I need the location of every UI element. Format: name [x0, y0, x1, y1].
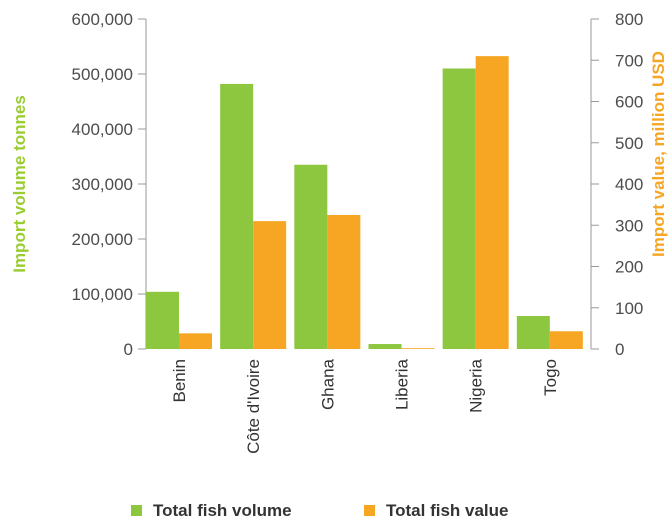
left-tick-label: 600,000	[72, 10, 133, 29]
bar-volume	[146, 291, 179, 349]
bar-volume	[220, 83, 254, 350]
category-labels: Benin Côte d'Ivoire Ghana Liberia Nigeria Tog…	[170, 358, 560, 453]
right-tick-label: 500	[615, 134, 643, 153]
bar-volume	[368, 344, 402, 349]
right-tick-label: 700	[615, 51, 643, 70]
bar-value	[327, 214, 361, 349]
bar-volume	[516, 316, 550, 349]
bar-volume	[442, 68, 476, 349]
right-axis: 0 100 200 300 400 500 600 700 800	[590, 10, 643, 359]
category-label: Ghana	[318, 358, 337, 410]
left-tick-label: 0	[124, 340, 133, 359]
legend-swatch-value	[364, 505, 375, 516]
category-label: Togo	[541, 359, 560, 396]
y-axis-title-right: Import value, million USD	[649, 51, 668, 257]
bar-value	[179, 333, 212, 349]
bar-value	[549, 331, 583, 349]
left-tick-label: 200,000	[72, 230, 133, 249]
legend-swatch-volume	[131, 505, 142, 516]
legend-label-value: Total fish value	[386, 501, 509, 520]
right-tick-label: 800	[615, 10, 643, 29]
category-label: Liberia	[393, 358, 412, 410]
bar-value	[401, 348, 435, 349]
right-tick-label: 600	[615, 93, 643, 112]
right-tick-label: 300	[615, 216, 643, 235]
right-tick-label: 100	[615, 299, 643, 318]
category-label: Côte d'Ivoire	[244, 359, 263, 454]
bar-volume	[294, 164, 328, 349]
category-label: Nigeria	[467, 358, 486, 412]
right-tick-label: 200	[615, 258, 643, 277]
left-tick-label: 400,000	[72, 120, 133, 139]
left-tick-label: 300,000	[72, 175, 133, 194]
left-tick-label: 500,000	[72, 65, 133, 84]
bars	[146, 56, 583, 350]
left-axis: 0 100,000 200,000 300,000 400,000 500,000 600,…	[72, 10, 147, 359]
bar-value	[253, 221, 287, 349]
y-axis-title-left: Import volume tonnes	[10, 95, 29, 273]
right-tick-label: 0	[615, 340, 624, 359]
category-label: Benin	[170, 359, 189, 402]
bar-value	[475, 56, 509, 349]
right-tick-label: 400	[615, 175, 643, 194]
legend: Total fish volume Total fish value	[131, 501, 509, 520]
left-tick-label: 100,000	[72, 285, 133, 304]
legend-label-volume: Total fish volume	[153, 501, 292, 520]
